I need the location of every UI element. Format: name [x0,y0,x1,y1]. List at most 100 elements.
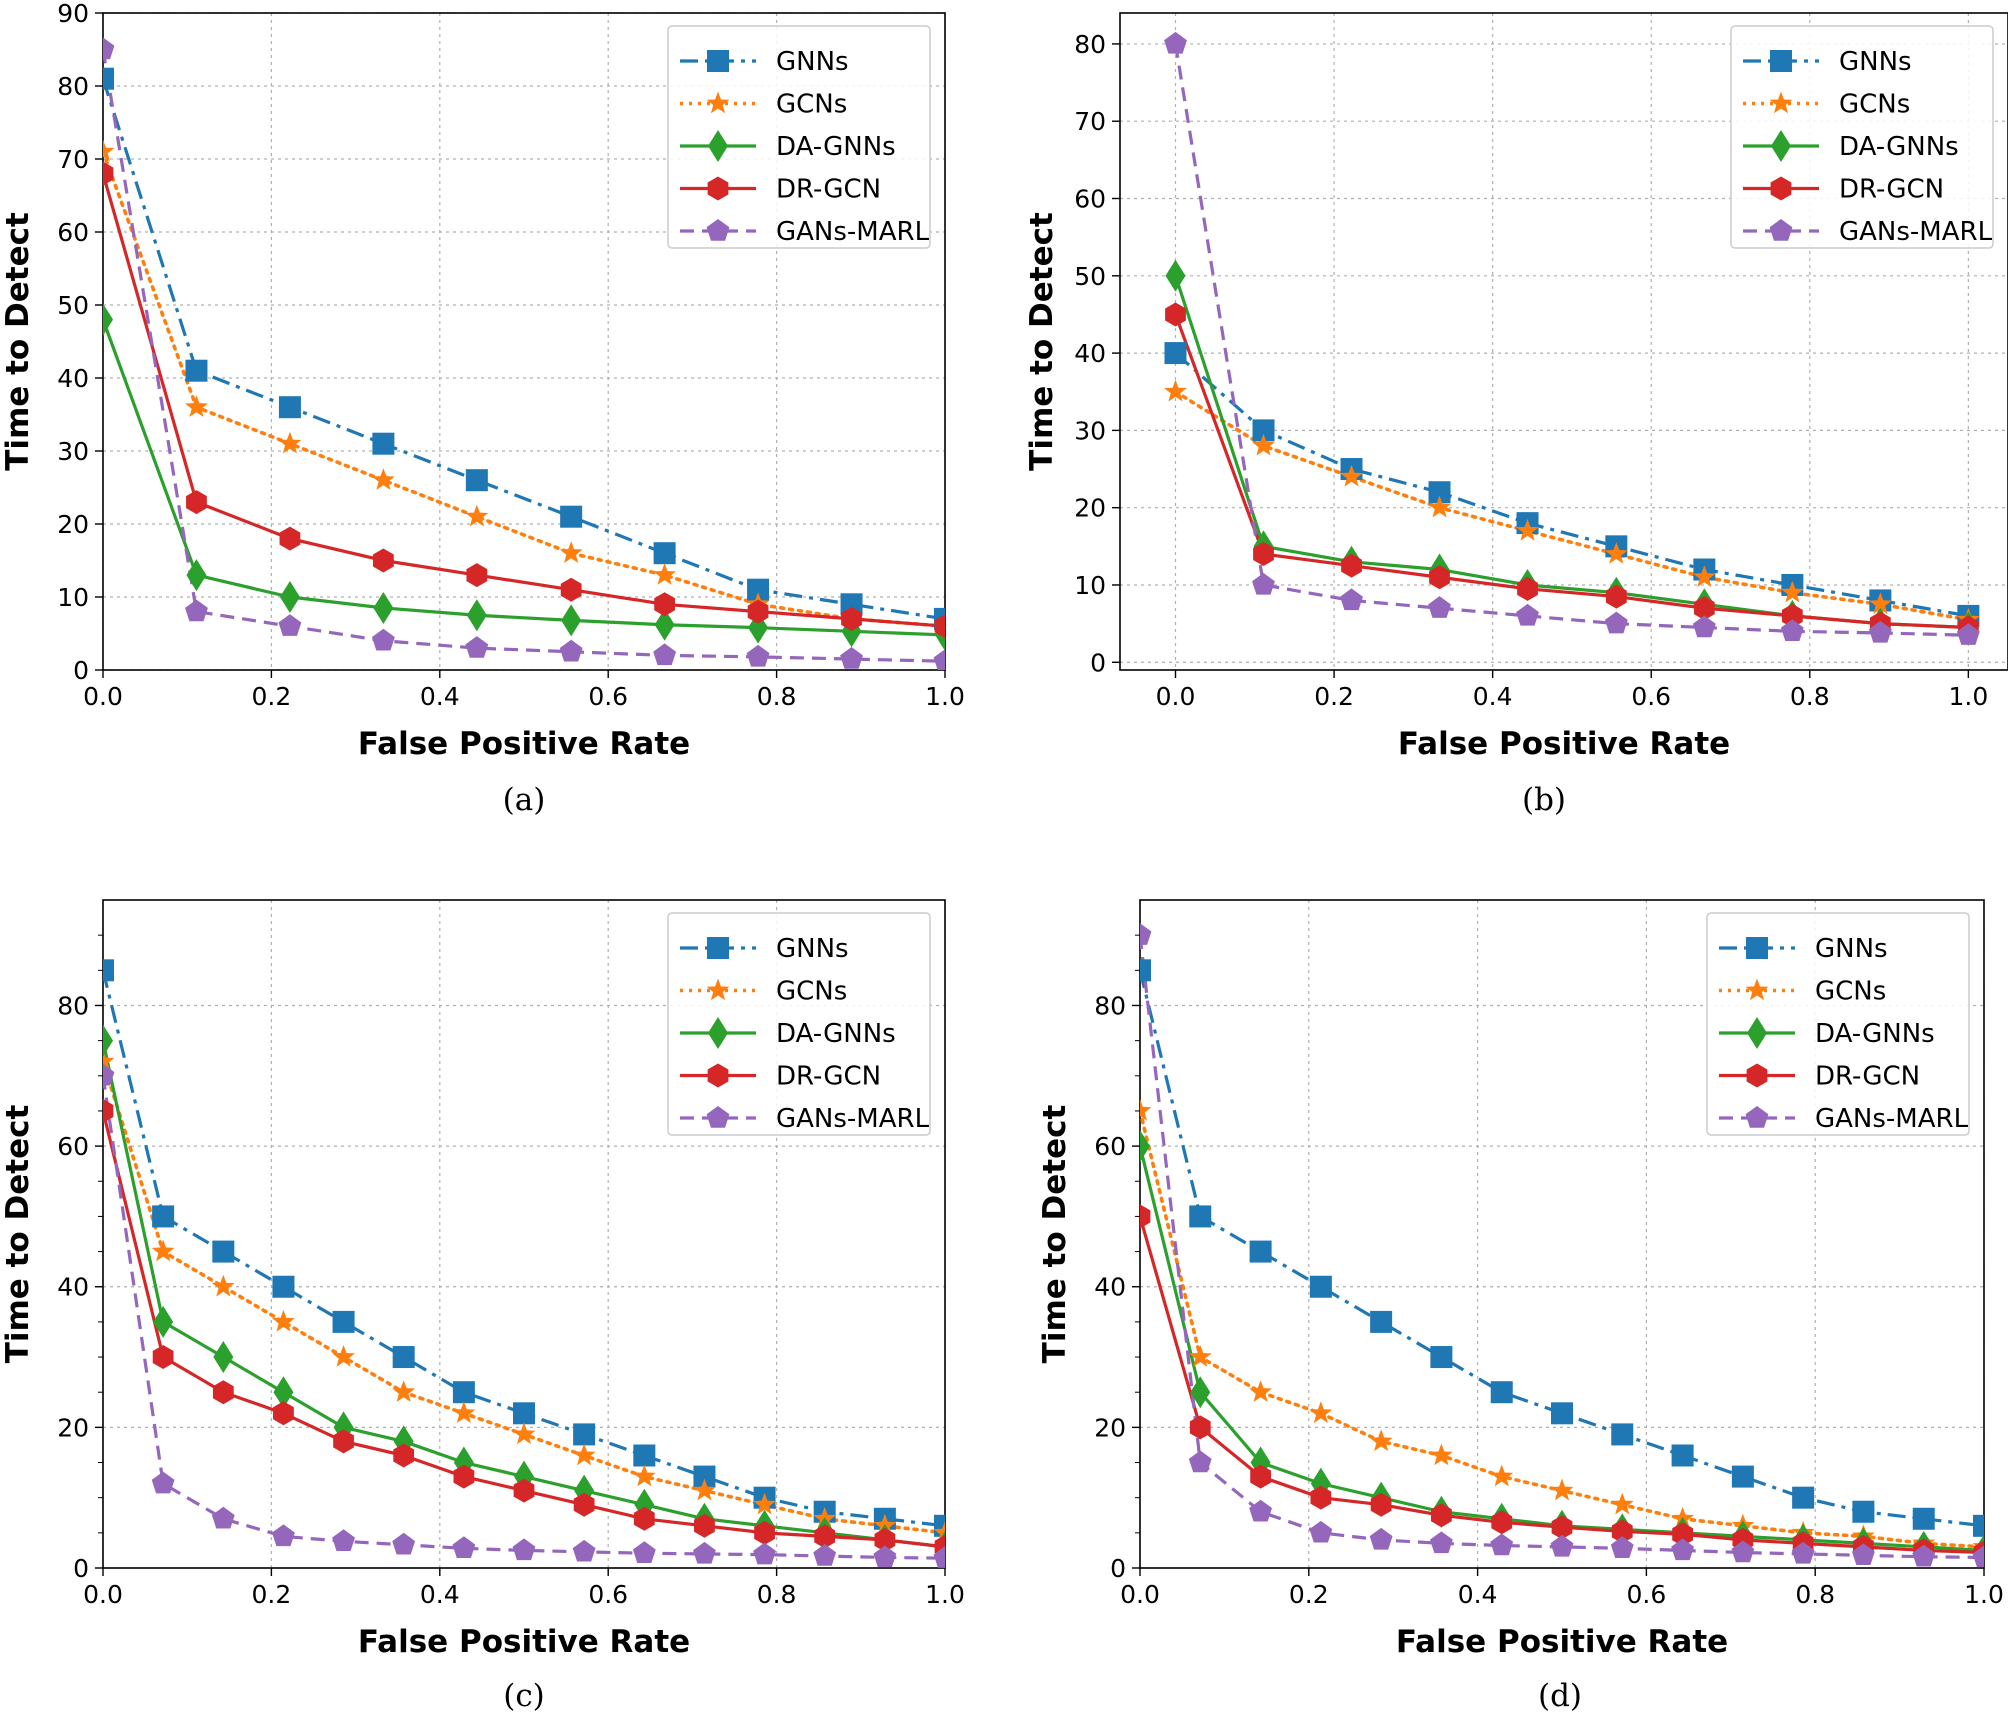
x-tick-label: 0.0 [1120,1580,1160,1609]
data-point-da-gnns [373,591,394,624]
legend: GNNs GCNs DA-GNNs DR-GCN GANs-MARL [1706,912,1970,1136]
legend-label-gans-marl: GANs-MARL [776,1104,930,1134]
legend-label-da-gnns: DA-GNNs [776,1019,896,1049]
data-point-gcns [278,431,302,454]
panel-caption: (a) [503,782,546,818]
panel-caption: (c) [503,1678,545,1714]
data-point-gnns [1792,1486,1815,1509]
plot-area [103,37,945,670]
x-tick-label: 0.2 [1314,682,1354,711]
x-tick-label: 1.0 [1964,1580,2004,1609]
y-tick-label: 40 [57,1273,89,1302]
y-tick-label: 20 [57,510,89,539]
legend-marker-gcns [1745,978,1769,1001]
data-point-gcns [1516,518,1539,541]
data-point-gans-marl [278,614,302,636]
data-point-gans-marl [1340,588,1363,611]
data-point-gans-marl [1140,923,1152,945]
legend-marker-gans-marl [1769,219,1793,241]
data-point-gnns [1249,1240,1272,1263]
series-line-gcns [1173,389,1971,622]
x-tick-label: 0.6 [588,1580,628,1609]
legend-marker-dr-gcn [1746,1063,1768,1088]
data-point-gcns [465,504,489,527]
data-point-gnns [840,593,863,616]
y-tick-label: 20 [57,1413,89,1442]
data-point-da-gnns [1165,259,1186,292]
data-point-gcns [632,1464,656,1487]
legend-label-dr-gcn: DR-GCN [1815,1062,1920,1092]
series-line-da-gnns [103,319,945,637]
data-point-gcns [1249,1380,1273,1402]
data-point-gnns [1912,1507,1935,1530]
x-axis-title: False Positive Rate [358,726,690,762]
data-point-da-gnns [654,608,675,641]
legend-marker-da-gnns [1747,1017,1767,1049]
legend-label-gnns: GNNs [1815,934,1888,964]
y-tick-label: 50 [1074,262,1106,291]
legend-label-dr-gcn: DR-GCN [1839,175,1944,205]
data-point-dr-gcn [1672,1522,1693,1547]
legend-label-gans-marl: GANs-MARL [1839,217,1993,247]
data-point-gcns [1550,1478,1574,1501]
y-axis-title: Time to Detect [0,212,36,471]
y-tick-label: 50 [57,291,89,320]
data-point-dr-gcn [1781,603,1803,628]
legend-marker-dr-gcn [1770,176,1792,201]
data-point-dr-gcn [152,1345,174,1370]
data-point-gans-marl [746,644,770,667]
data-point-gcns [1610,1492,1634,1515]
legend-label-dr-gcn: DR-GCN [776,1062,881,1092]
data-point-gans-marl [1429,1531,1453,1554]
data-point-dr-gcn [453,1464,475,1489]
data-point-gcns [392,1380,416,1402]
data-point-da-gnns [213,1341,234,1374]
y-tick-label: 40 [57,364,89,393]
data-point-gcns [1252,433,1275,456]
data-point-gans-marl [1610,1536,1634,1559]
data-point-dr-gcn [814,1524,836,1549]
data-point-gans-marl [465,636,489,658]
x-tick-label: 0.4 [420,1580,460,1609]
legend-marker-gans-marl [706,219,730,241]
legend-marker-dr-gcn [707,1063,729,1088]
legend-box [1730,25,1994,249]
data-point-dr-gcn [1693,596,1715,621]
series-line-gans-marl [103,1075,945,1560]
data-point-gans-marl [392,1532,416,1555]
data-point-dr-gcn [333,1429,354,1454]
data-point-da-gnns [466,599,487,632]
data-point-dr-gcn [1253,542,1274,567]
data-point-gans-marl [1868,620,1892,643]
data-point-gcns [332,1345,355,1367]
data-point-dr-gcn [1189,1415,1211,1440]
data-point-gans-marl [933,649,945,670]
data-point-gans-marl [1671,1538,1695,1561]
data-point-gans-marl [1550,1534,1574,1557]
y-axis-title: Time to Detect [1024,212,1060,471]
data-point-da-gnns [561,604,582,637]
data-point-dr-gcn [1605,584,1627,609]
data-point-gans-marl [933,1546,945,1568]
legend-label-da-gnns: DA-GNNs [776,132,896,162]
data-point-dr-gcn [372,548,394,573]
data-point-gnns [653,542,676,565]
data-point-gans-marl [873,1545,897,1568]
x-tick-label: 0.2 [252,682,292,711]
y-tick-label: 20 [1094,1413,1126,1442]
x-tick-label: 0.0 [83,1580,123,1609]
x-axis-title: False Positive Rate [1396,1624,1728,1660]
plot-frame [102,12,946,671]
y-axis-title: Time to Detect [0,1105,36,1364]
legend-label-gnns: GNNs [1839,47,1912,77]
data-point-dr-gcn [1431,1503,1452,1528]
data-point-gans-marl [693,1541,716,1564]
data-point-gans-marl [151,1471,175,1494]
data-point-dr-gcn [186,490,207,515]
data-point-gnns [465,469,488,492]
y-tick-label: 70 [57,145,89,174]
data-point-da-gnns [103,303,113,336]
data-point-da-gnns [279,581,300,613]
data-point-da-gnns [1140,1130,1150,1163]
legend-marker-gnns [707,937,729,959]
